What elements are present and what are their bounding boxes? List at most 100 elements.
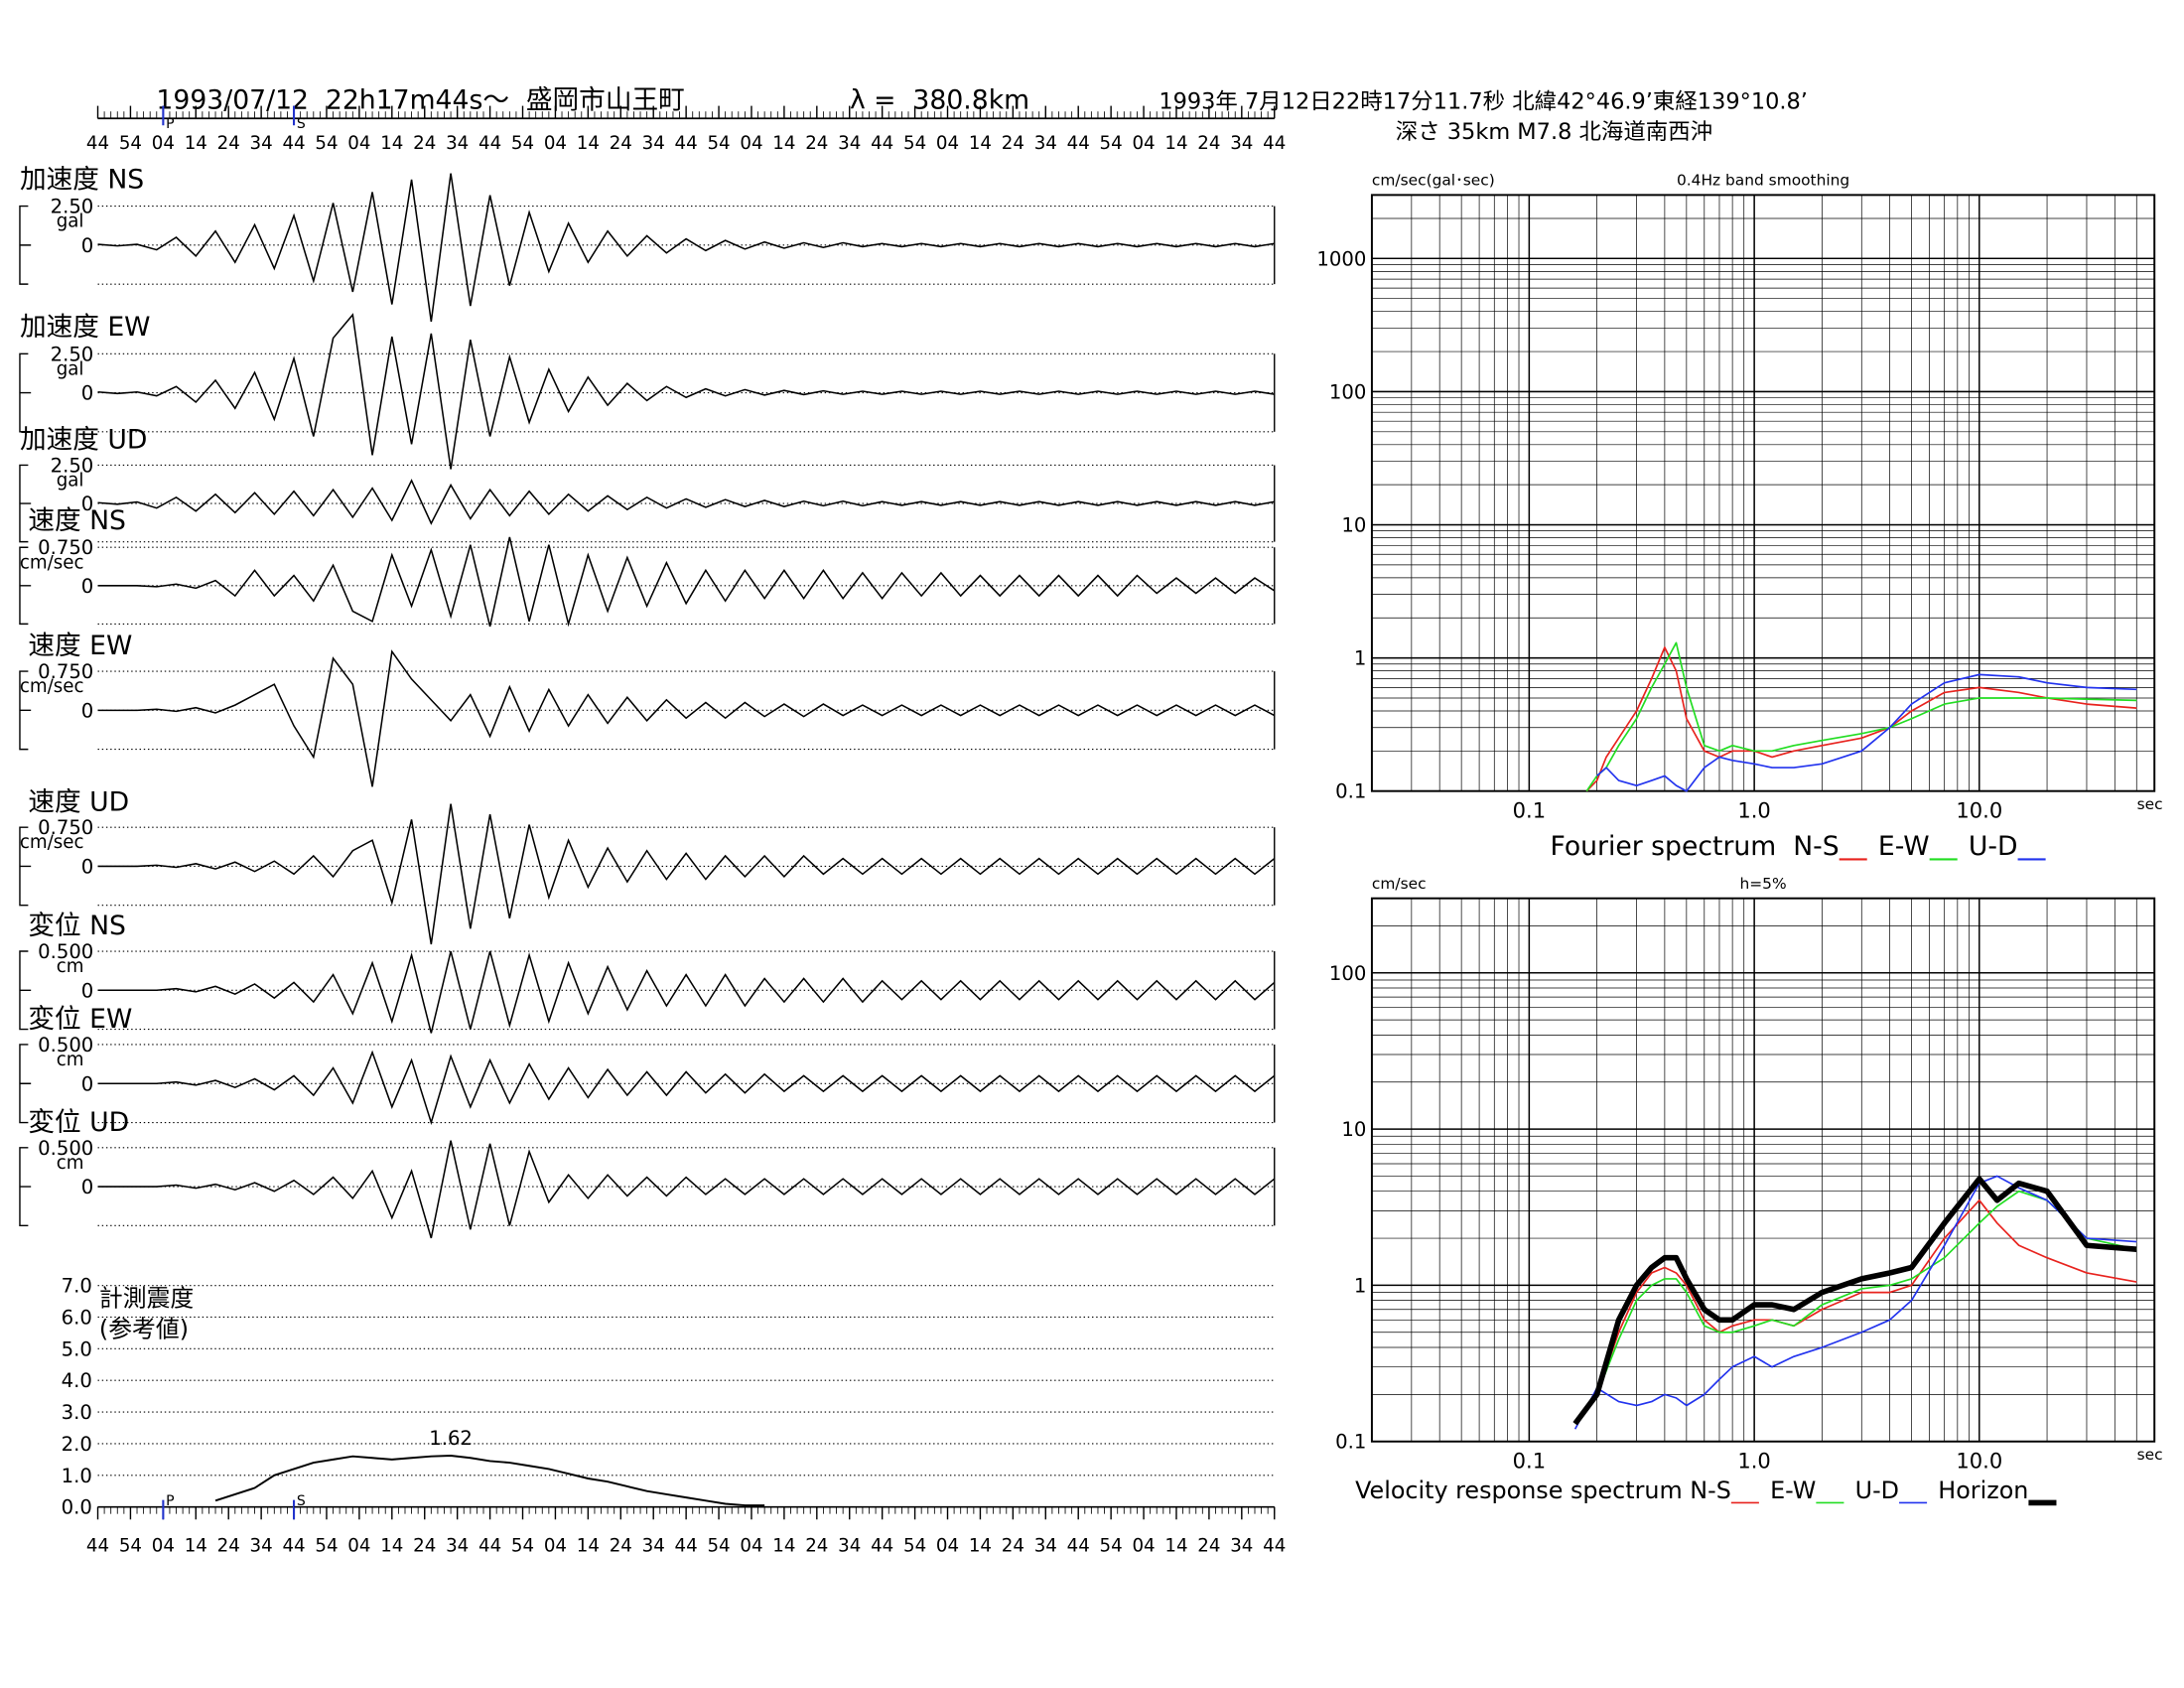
panel-bracket [19, 352, 32, 433]
y-tick-label: 2.50 [51, 196, 94, 218]
time-tick-label: 54 [315, 1536, 338, 1557]
panel-title: 加速度 NS [20, 164, 144, 195]
spectrum-line [1573, 1198, 2137, 1425]
y-tick-label: 0.750 [38, 816, 93, 839]
y-tick-label: 0.500 [38, 1137, 93, 1160]
time-tick-label: 54 [1100, 1536, 1123, 1557]
x-tick-label: 1.0 [1737, 797, 1770, 822]
spectrum-line [1596, 673, 2137, 792]
time-tick-label: 24 [805, 133, 828, 154]
waveform [97, 536, 1276, 628]
time-tick-label: 14 [380, 1536, 403, 1557]
unit-label: gal [57, 211, 84, 232]
y-tick-label: 1.0 [62, 1465, 92, 1487]
time-tick-label: 14 [577, 1536, 600, 1557]
time-tick-label: 34 [250, 133, 273, 154]
waveform [97, 313, 1275, 470]
time-tick-label: 04 [347, 1536, 370, 1557]
intensity-title: 計測震度 [99, 1285, 194, 1313]
time-tick-label: 34 [838, 133, 861, 154]
waveform [97, 649, 1276, 787]
time-tick-label: 54 [707, 1536, 730, 1557]
time-tick-label: 14 [1164, 133, 1187, 154]
intensity-line [214, 1455, 765, 1507]
y-tick-label: 4.0 [62, 1369, 92, 1392]
y-tick-label: 0.500 [38, 1034, 93, 1056]
y-tick-label: 6.0 [62, 1307, 92, 1330]
event-info: 1993年 7月12日22時17分11.7秒 北緯42°46.9’東経139°1… [1159, 88, 1808, 114]
spectrum-subtitle: 0.4Hz band smoothing [1677, 172, 1849, 190]
time-tick-label: 14 [772, 1536, 795, 1557]
spectrum-line [1573, 1190, 2137, 1425]
panel-bracket [19, 826, 32, 907]
time-tick-label: 54 [903, 133, 926, 154]
panel-bracket [19, 1147, 32, 1227]
time-tick-label: 04 [347, 133, 370, 154]
time-tick-label: 44 [1067, 1536, 1090, 1557]
y-tick-label: 1 [1354, 647, 1367, 670]
time-tick-label: 24 [610, 1536, 632, 1557]
panel-title: 速度 NS [28, 505, 126, 536]
panel-title: 加速度 EW [20, 312, 151, 343]
panel-title: 速度 UD [28, 786, 129, 817]
waveform [97, 1140, 1276, 1239]
time-tick-label: 54 [119, 133, 142, 154]
time-tick-label: 54 [707, 133, 730, 154]
y-tick-label: 0 [81, 855, 94, 878]
time-tick-label: 24 [217, 133, 240, 154]
time-tick-label: 54 [511, 1536, 534, 1557]
panel-title: 変位 NS [28, 911, 126, 941]
unit-label: cm/sec [20, 832, 84, 853]
y-tick-label: 0.1 [1335, 780, 1366, 803]
waveform [97, 479, 1275, 525]
x-unit: sec [2137, 1446, 2163, 1464]
panel-title: 変位 EW [28, 1004, 132, 1035]
x-tick-label: 1.0 [1737, 1448, 1770, 1473]
time-tick-label: 34 [1034, 133, 1057, 154]
y-tick-label: 0.0 [62, 1496, 92, 1519]
time-tick-label: 44 [282, 1536, 305, 1557]
time-tick-label: 24 [1002, 133, 1024, 154]
y-tick-label: 0.1 [1335, 1431, 1366, 1454]
panel-bracket [19, 950, 32, 1031]
panel-bracket [19, 1044, 32, 1124]
y-tick-label: 10 [1341, 1118, 1366, 1141]
time-tick-label: 44 [675, 133, 698, 154]
panel-title: 速度 EW [28, 631, 132, 661]
time-tick-label: 44 [1263, 133, 1286, 154]
legend-label: E-W [1770, 1477, 1816, 1504]
time-tick-label: 44 [478, 1536, 501, 1557]
time-tick-label: 14 [969, 133, 992, 154]
time-tick-label: 44 [478, 133, 501, 154]
x-tick-label: 0.1 [1513, 1448, 1546, 1473]
time-tick-label: 44 [1263, 1536, 1286, 1557]
y-tick-label: 100 [1329, 380, 1366, 403]
time-tick-label: 44 [86, 1536, 109, 1557]
panel-bracket [19, 670, 32, 751]
time-tick-label: 34 [1230, 133, 1253, 154]
time-tick-label: 34 [446, 133, 469, 154]
time-tick-label: 54 [511, 133, 534, 154]
y-tick-label: 0 [81, 1176, 94, 1198]
time-tick-label: 14 [969, 1536, 992, 1557]
y-unit: cm/sec [1372, 875, 1427, 893]
phase-label: S [297, 116, 306, 132]
waveform [97, 1050, 1276, 1126]
unit-label: cm/sec [20, 676, 84, 697]
unit-label: cm [57, 1050, 84, 1070]
time-tick-label: 44 [282, 133, 305, 154]
time-tick-label: 34 [250, 1536, 273, 1557]
plot-frame [1370, 194, 2156, 792]
x-tick-label: 0.1 [1513, 797, 1546, 822]
time-tick-label: 34 [838, 1536, 861, 1557]
time-tick-label: 44 [871, 1536, 893, 1557]
time-tick-label: 04 [544, 1536, 567, 1557]
time-tick-label: 34 [446, 1536, 469, 1557]
panel-bracket [19, 205, 32, 285]
time-tick-label: 34 [1034, 1536, 1057, 1557]
intensity-subtitle: (参考値) [99, 1316, 189, 1343]
time-tick-label: 54 [903, 1536, 926, 1557]
epicentral-distance: λ = 380.8km [850, 84, 1029, 115]
y-tick-label: 1000 [1316, 247, 1366, 270]
